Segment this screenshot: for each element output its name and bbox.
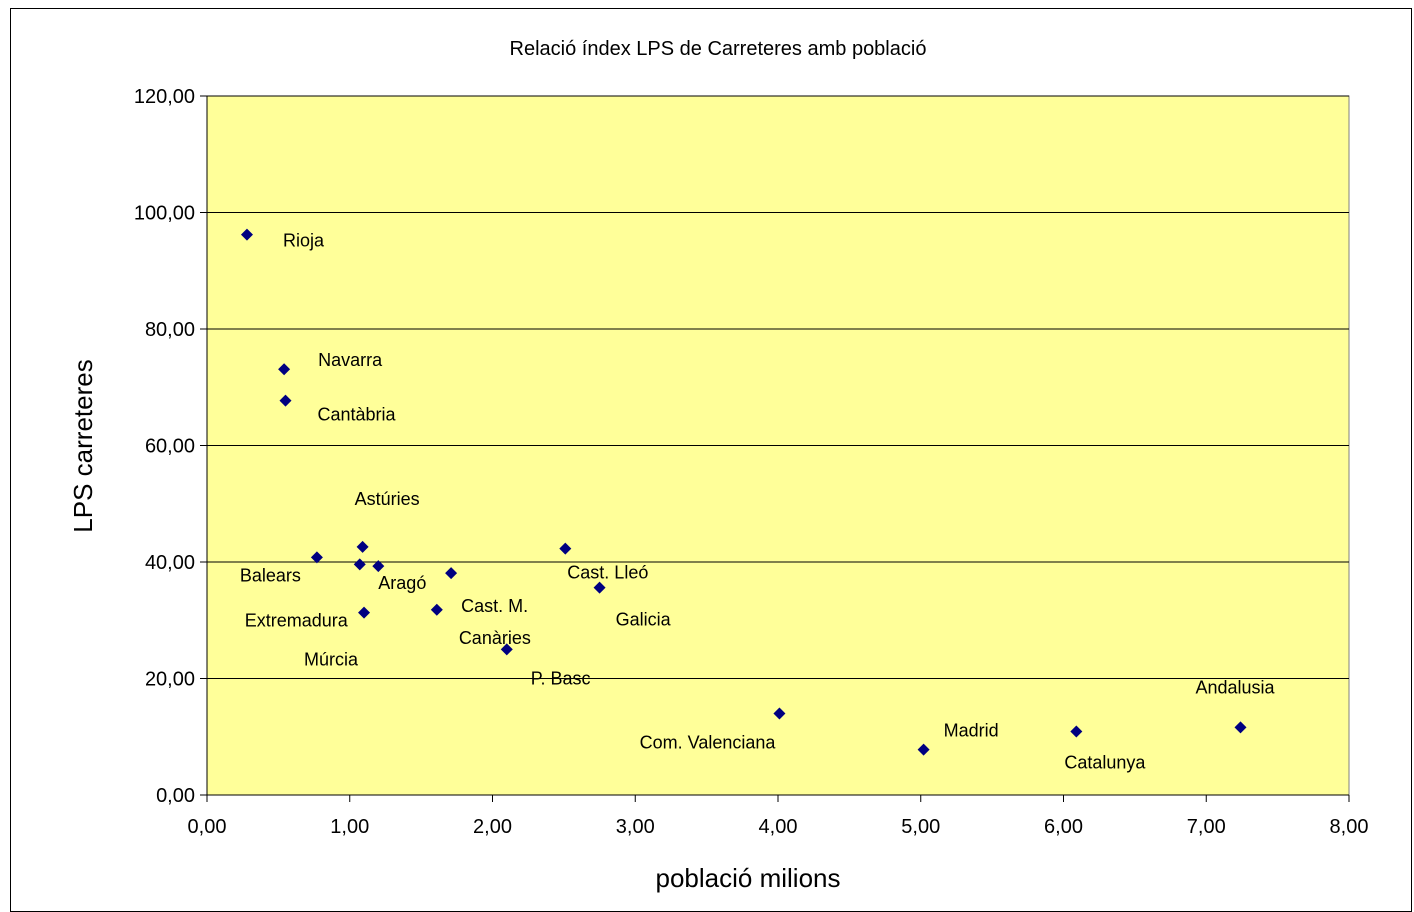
- point-label: Cast. M.: [461, 596, 528, 616]
- y-axis-ticks: 0,00 20,00 40,00 60,00 80,00 100,00 120,00: [134, 86, 207, 807]
- point-label: Cast. Lleó: [567, 563, 648, 583]
- point-label: Galicia: [616, 610, 672, 630]
- point-label: P. Basc: [531, 668, 591, 688]
- y-tick-label: 20,00: [145, 669, 195, 691]
- x-tick-label: 6,00: [1044, 816, 1083, 838]
- point-label: Múrcia: [304, 650, 359, 670]
- point-label: Astúries: [355, 489, 420, 509]
- x-tick-label: 0,00: [188, 816, 227, 838]
- y-axis-title: LPS carreteres: [68, 359, 98, 532]
- point-label: Navarra: [318, 350, 383, 370]
- y-tick-label: 0,00: [156, 785, 195, 807]
- y-tick-label: 60,00: [145, 436, 195, 458]
- y-tick-label: 80,00: [145, 319, 195, 341]
- x-tick-label: 2,00: [473, 816, 512, 838]
- x-axis-ticks: 0,00 1,00 2,00 3,00 4,00 5,00 6,00 7,00 8,00: [188, 795, 1369, 838]
- x-tick-label: 7,00: [1187, 816, 1226, 838]
- chart-title: Relació índex LPS de Carreteres amb pobl…: [510, 38, 927, 60]
- x-tick-label: 4,00: [759, 816, 798, 838]
- point-label: Canàries: [459, 628, 531, 648]
- point-label: Rioja: [283, 231, 325, 251]
- y-tick-label: 120,00: [134, 86, 195, 108]
- point-label: Cantàbria: [318, 405, 397, 425]
- point-label: Andalusia: [1195, 677, 1275, 697]
- point-label: Com. Valenciana: [640, 732, 777, 752]
- x-tick-label: 5,00: [901, 816, 940, 838]
- x-tick-label: 3,00: [616, 816, 655, 838]
- point-label: Madrid: [944, 721, 999, 741]
- x-tick-label: 8,00: [1330, 816, 1369, 838]
- x-axis-title: població milions: [656, 863, 841, 893]
- point-label: Aragó: [378, 573, 426, 593]
- x-tick-label: 1,00: [330, 816, 369, 838]
- point-label: Balears: [240, 565, 301, 585]
- point-label: Extremadura: [245, 610, 349, 630]
- y-tick-label: 100,00: [134, 203, 195, 225]
- y-tick-label: 40,00: [145, 552, 195, 574]
- point-label: Catalunya: [1064, 753, 1146, 773]
